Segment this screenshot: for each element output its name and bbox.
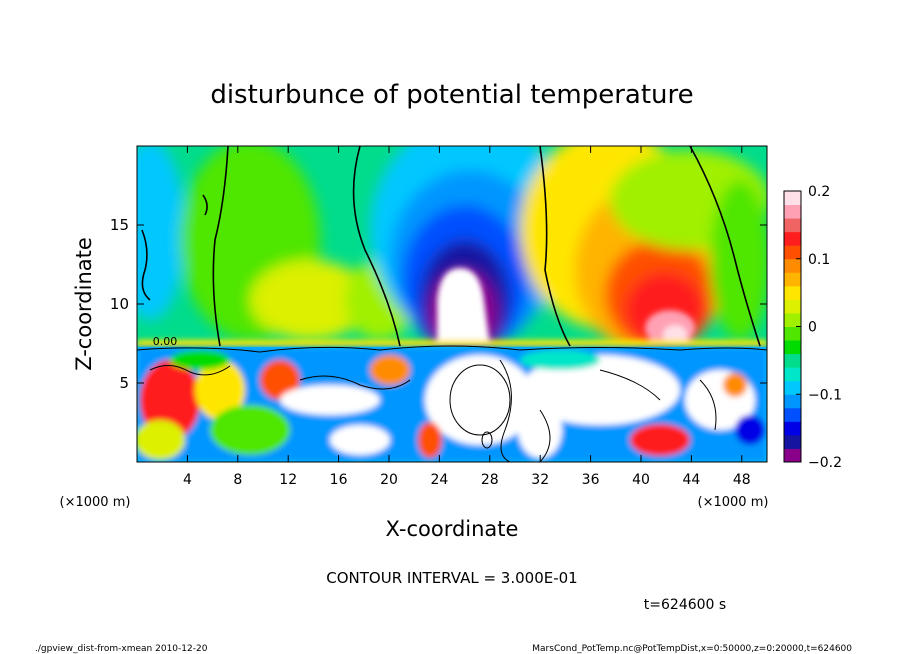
colorbar-swatch	[784, 231, 801, 246]
footer-left: ./gpview_dist-from-xmean 2010-12-20	[35, 644, 208, 654]
colorbar-swatch	[784, 434, 801, 449]
colorbar-swatch	[784, 285, 801, 300]
colorbar-swatch	[784, 258, 801, 273]
y-unit-label: (×1000 m)	[698, 495, 769, 510]
colorbar-tick-label: −0.1	[808, 387, 842, 403]
contour-label: 0.00	[153, 335, 178, 348]
colorbar-swatch	[784, 340, 801, 355]
y-axis: 5 10 15	[110, 216, 767, 392]
y-tick-label: 15	[110, 216, 129, 234]
x-unit-label: (×1000 m)	[60, 495, 131, 510]
x-tick-label: 32	[531, 472, 549, 488]
x-tick-label: 16	[330, 472, 348, 488]
colorbar-swatch	[784, 326, 801, 341]
x-tick-label: 8	[233, 472, 242, 488]
x-tick-label: 24	[430, 472, 448, 488]
heatmap-field: 0.00	[137, 146, 767, 462]
colorbar-tick-label: 0.1	[808, 252, 830, 268]
y-axis-label: Z-coordinate	[72, 237, 96, 371]
colorbar-swatch	[784, 380, 801, 395]
x-tick-label: 48	[733, 472, 751, 488]
colorbar-swatch	[784, 218, 801, 233]
colorbar-tick-label: −0.2	[808, 455, 842, 471]
colorbar-swatch	[784, 299, 801, 314]
colorbar-tick-label: 0	[808, 320, 817, 336]
colorbar-swatch	[784, 448, 801, 463]
colorbar-swatch	[784, 394, 801, 409]
x-axis: 4 8 12 16 20 24 28 32 36 40 44 48	[183, 146, 751, 488]
contour-interval: CONTOUR INTERVAL = 3.000E-01	[326, 569, 577, 587]
time-label: t=624600 s	[644, 597, 726, 613]
colorbar-swatch	[784, 312, 801, 327]
x-tick-label: 4	[183, 472, 192, 488]
colorbar-ticks: 0.2 0.1 0 −0.1 −0.2	[796, 184, 842, 471]
colorbar-swatch	[784, 421, 801, 436]
x-tick-label: 36	[582, 472, 600, 488]
colorbar-swatch	[784, 353, 801, 368]
x-tick-label: 44	[682, 472, 700, 488]
colorbar-swatch	[784, 407, 801, 422]
x-tick-label: 12	[279, 472, 297, 488]
colorbar-swatch	[784, 367, 801, 382]
x-axis-label: X-coordinate	[386, 517, 519, 541]
colorbar-swatch	[784, 272, 801, 287]
colorbar-tick-label: 0.2	[808, 184, 830, 200]
footer-right: MarsCond_PotTemp.nc@PotTempDist,x=0:5000…	[532, 644, 852, 654]
x-tick-label: 28	[481, 472, 499, 488]
y-tick-label: 10	[110, 295, 129, 313]
colorbar-swatch	[784, 245, 801, 260]
x-tick-label: 40	[632, 472, 650, 488]
colorbar-swatch	[784, 204, 801, 219]
chart-title: disturbunce of potential temperature	[210, 80, 693, 110]
y-tick-label: 5	[119, 374, 129, 392]
colorbar-swatch	[784, 191, 801, 206]
x-tick-label: 20	[380, 472, 398, 488]
